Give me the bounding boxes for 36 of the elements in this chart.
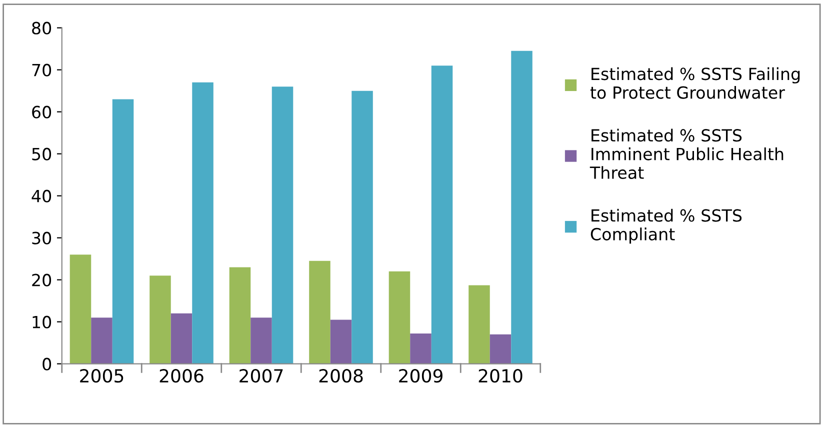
y-tick-label: 30 (32, 232, 52, 244)
bar (490, 334, 512, 364)
y-tick-label: 80 (32, 22, 52, 34)
bar (229, 267, 251, 364)
x-tick-label: 2006 (160, 368, 204, 383)
bar (352, 90, 373, 364)
bar (192, 82, 214, 364)
y-tick-label: 50 (32, 148, 52, 160)
bar (250, 318, 272, 364)
bar (112, 99, 134, 364)
bar (431, 66, 453, 364)
y-tick-label: 10 (32, 316, 52, 328)
y-tick-label: 70 (32, 64, 52, 76)
bar (272, 86, 294, 364)
legend-label: Estimated % SSTS Imminent Public Health Threat (590, 128, 784, 179)
legend-label: Estimated % SSTS Failing to Protect Groundwater (590, 67, 800, 99)
bar (170, 313, 192, 364)
y-tick-label: 0 (42, 358, 52, 370)
bar (150, 276, 171, 364)
x-tick-label: 2009 (399, 368, 442, 383)
y-tick-label: 20 (32, 274, 52, 286)
x-tick-label: 2005 (80, 368, 124, 383)
bar (388, 271, 410, 364)
legend-label: Estimated % SSTS Compliant (590, 208, 742, 244)
bar (410, 334, 432, 364)
bar (70, 254, 92, 364)
x-tick-label: 2008 (319, 368, 363, 383)
bar (91, 318, 112, 364)
x-tick-label: 2007 (240, 368, 283, 383)
y-tick-label: 40 (32, 190, 52, 202)
y-tick-label: 60 (32, 106, 52, 118)
bar (309, 260, 330, 364)
x-tick-label: 2010 (478, 368, 522, 383)
bar (511, 50, 532, 364)
bar (330, 320, 352, 364)
bar (468, 285, 490, 364)
